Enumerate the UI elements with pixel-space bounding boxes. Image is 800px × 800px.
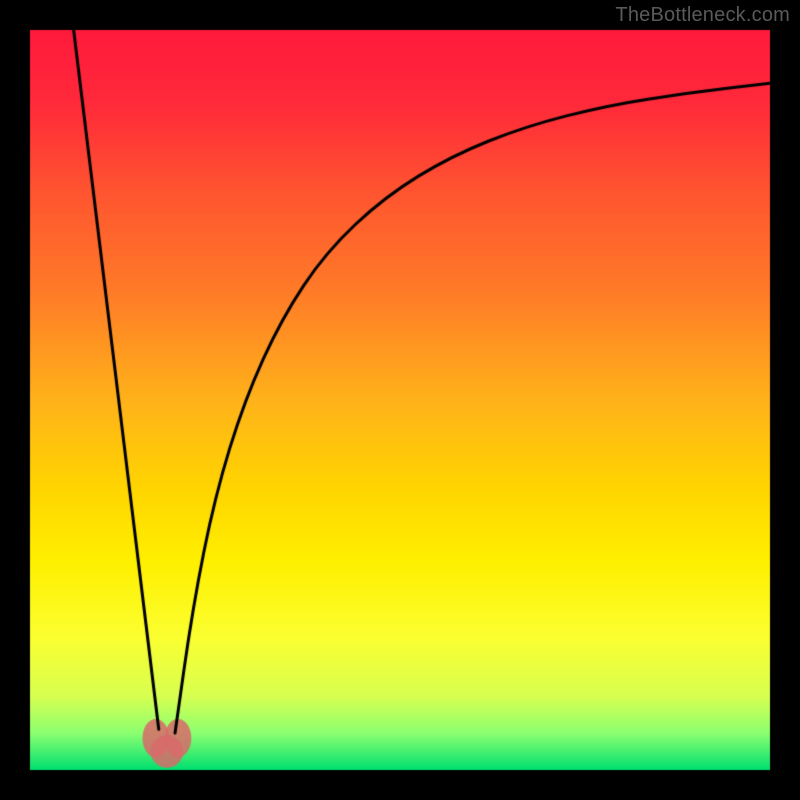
watermark-text: TheBottleneck.com xyxy=(615,4,790,27)
chart-container: TheBottleneck.com xyxy=(0,0,800,800)
bottleneck-chart-canvas xyxy=(0,0,800,800)
